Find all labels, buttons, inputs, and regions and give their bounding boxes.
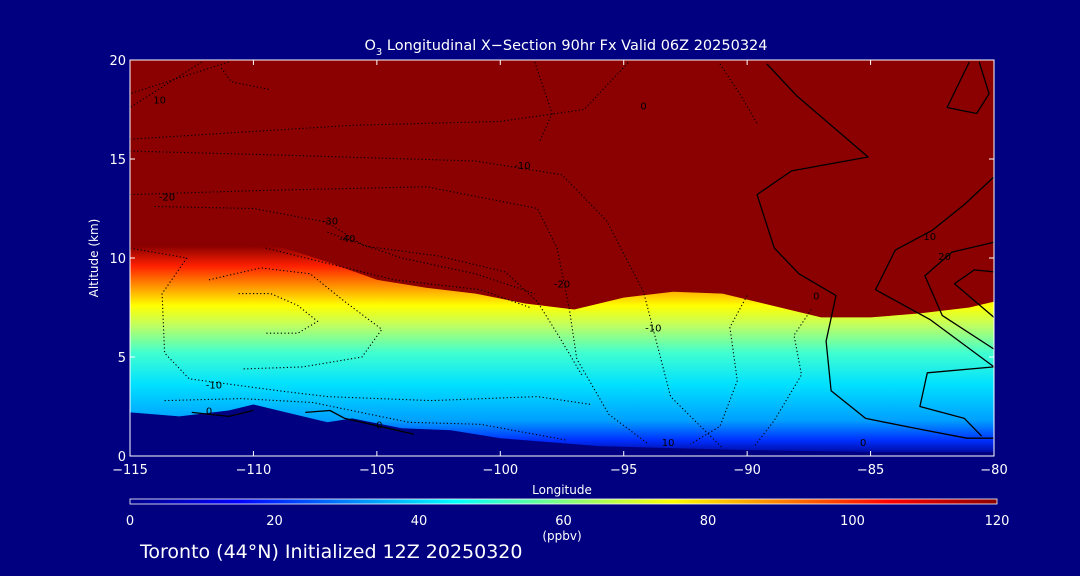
contour-label-11: 10: [662, 438, 675, 449]
footer-caption: Toronto (44°N) Initialized 12Z 20250320: [140, 541, 523, 563]
x-axis-label: Longitude: [532, 483, 592, 497]
contour-negative-8: [130, 247, 592, 406]
x-tick-label-0: −115: [112, 463, 148, 478]
colorbar: 0 20 40 60 80 100 120 (ppbv): [126, 498, 1010, 543]
contour-positive-3: [919, 366, 994, 437]
colorbar-tick-label-1: 20: [266, 514, 283, 529]
contour-positive-6: [305, 409, 415, 435]
contour-positive-2: [874, 176, 994, 368]
x-tick-label-5: −90: [733, 463, 760, 478]
colorbar-tick-label-4: 80: [700, 514, 717, 529]
contour-lines: [130, 61, 994, 449]
contour-label-5: 0: [640, 102, 646, 113]
contour-positive-0: [946, 61, 990, 115]
ozone-saturated-region: [130, 60, 994, 318]
y-tick-label-4: 20: [109, 54, 126, 69]
contour-negative-4: [130, 186, 649, 445]
contour-negative-15: [719, 63, 758, 124]
colorbar-units: (ppbv): [542, 529, 581, 543]
contour-negative-12: [690, 295, 748, 445]
colorbar-frame: [129, 498, 998, 505]
y-tick-label-3: 15: [109, 153, 126, 168]
contour-negative-14: [534, 61, 553, 142]
x-axis: −115 −110 −105 −100 −95 −90 −85 −80: [112, 60, 1008, 478]
colorbar-tick-label-5: 100: [840, 514, 865, 529]
contour-negative-6: [327, 231, 535, 295]
contour-label-1: -20: [159, 193, 175, 204]
contour-label-6: -20: [554, 280, 570, 291]
contour-label-3: -40: [339, 234, 355, 245]
contour-label-13: 0: [813, 292, 819, 303]
contour-negative-9: [208, 267, 383, 370]
contour-label-0: 10: [153, 96, 166, 107]
y-tick-label-2: 10: [109, 252, 126, 267]
contour-label-15: 20: [938, 252, 951, 263]
contour-negative-16: [220, 67, 271, 91]
contour-label-14: 10: [923, 232, 936, 243]
x-tick-label-2: −105: [359, 463, 395, 478]
y-tick-label-1: 5: [118, 351, 126, 366]
x-tick-label-7: −80: [980, 463, 1007, 478]
x-tick-label-4: −95: [610, 463, 637, 478]
x-tick-label-3: −100: [482, 463, 518, 478]
contour-label-12: 0: [860, 438, 866, 449]
contour-label-4: -10: [514, 161, 530, 172]
contour-label-7: -10: [645, 323, 661, 334]
contour-negative-2: [130, 61, 630, 140]
contour-negative-3: [130, 150, 723, 449]
contour-positive-5: [953, 269, 994, 318]
contour-label-8: -10: [206, 381, 222, 392]
chart-title: O3 Longitudinal X−Section 90hr Fx Valid …: [365, 38, 768, 58]
contour-negative-10: [238, 293, 319, 334]
y-axis: 0 5 10 15 20: [109, 54, 994, 465]
contour-positive-7: [191, 409, 254, 418]
y-axis-label: Altitude (km): [87, 219, 101, 298]
contour-label-2: -30: [322, 216, 338, 227]
colorbar-gradient-strip: [130, 499, 997, 504]
x-tick-label-1: −110: [236, 463, 272, 478]
contour-label-10: 0: [376, 420, 382, 431]
colorbar-tick-label-6: 120: [985, 514, 1010, 529]
contour-label-9: 0: [206, 406, 212, 417]
contour-negative-5: [154, 205, 583, 376]
x-tick-label-6: −85: [857, 463, 884, 478]
contour-positive-4: [924, 241, 994, 350]
colorbar-tick-label-2: 40: [411, 514, 428, 529]
y-tick-label-0: 0: [118, 450, 126, 465]
colorbar-tick-label-3: 60: [555, 514, 572, 529]
colorbar-ticks: 0 20 40 60 80 100 120: [126, 514, 1010, 529]
terrain-mask: [130, 404, 994, 456]
colorbar-tick-label-0: 0: [126, 514, 134, 529]
contour-negative-7: [265, 247, 531, 309]
contour-positive-1: [756, 63, 994, 439]
